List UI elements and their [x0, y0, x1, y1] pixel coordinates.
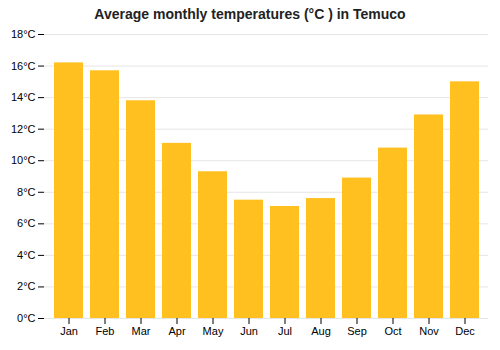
svg-text:Oct: Oct — [384, 325, 401, 337]
svg-text:12°C: 12°C — [11, 123, 36, 135]
svg-text:6°C: 6°C — [17, 217, 36, 229]
svg-text:Jul: Jul — [278, 325, 292, 337]
svg-text:16°C: 16°C — [11, 60, 36, 72]
svg-text:Mar: Mar — [132, 325, 151, 337]
svg-text:Aug: Aug — [311, 325, 331, 337]
svg-text:Nov: Nov — [419, 325, 439, 337]
html-text:Average monthly temperatures (: Average monthly temperatures (°C ) in Te… — [94, 6, 406, 22]
svg-text:8°C: 8°C — [17, 186, 36, 198]
svg-text:Dec: Dec — [455, 325, 475, 337]
svg-text:Feb: Feb — [96, 325, 115, 337]
svg-text:18°C: 18°C — [11, 28, 36, 40]
svg-text:Apr: Apr — [168, 325, 185, 337]
svg-text:Sep: Sep — [347, 325, 367, 337]
svg-text:10°C: 10°C — [11, 154, 36, 166]
svg-text:Jun: Jun — [240, 325, 258, 337]
svg-text:2°C: 2°C — [17, 280, 36, 292]
svg-text:Jan: Jan — [60, 325, 78, 337]
svg-text:4°C: 4°C — [17, 249, 36, 261]
svg-text:0°C: 0°C — [17, 312, 36, 324]
svg-text:14°C: 14°C — [11, 91, 36, 103]
svg-text:May: May — [203, 325, 224, 337]
